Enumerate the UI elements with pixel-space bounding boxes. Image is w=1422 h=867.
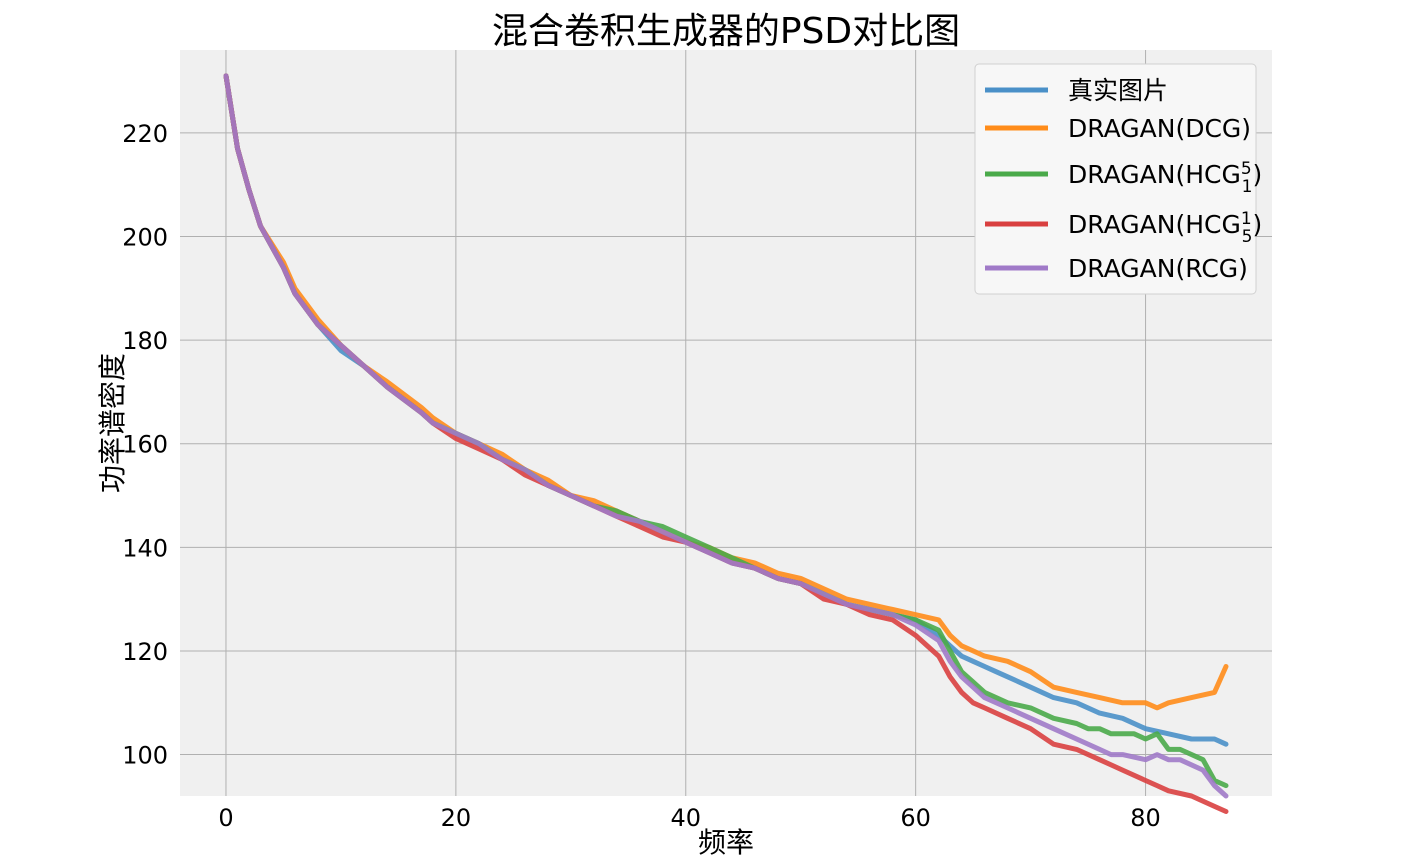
series-line-4	[223, 73, 1229, 799]
y-tick-label: 140	[122, 534, 168, 562]
legend-label-real: 真实图片	[1068, 76, 1168, 105]
series-layer	[223, 73, 1229, 814]
x-tick-label: 80	[1130, 804, 1161, 832]
y-tick-label: 120	[122, 638, 168, 666]
y-tick-label: 200	[122, 224, 168, 252]
x-tick-label: 60	[900, 804, 931, 832]
y-tick-label: 160	[122, 431, 168, 459]
x-tick-label: 20	[441, 804, 472, 832]
legend-label-dcg: DRAGAN(DCG)	[1068, 114, 1251, 143]
legend: 真实图片 DRAGAN(DCG) DRAGAN(HCG5 1) DRAGAN(HC…	[974, 63, 1262, 295]
legend-box	[974, 63, 1257, 295]
y-axis-label: 功率谱密度	[96, 353, 129, 493]
legend-label-rcg: DRAGAN(RCG)	[1068, 254, 1248, 283]
y-tick-label: 220	[122, 120, 168, 148]
x-axis-label: 频率	[698, 826, 754, 859]
y-tick-label: 180	[122, 327, 168, 355]
chart-title: 混合卷积生成器的PSD对比图	[492, 11, 960, 52]
x-tick-label: 40	[670, 804, 701, 832]
tick-labels: 0 20 40 60 80 100 120 140 160 180 200 220	[122, 120, 1161, 832]
y-tick-label: 100	[122, 742, 168, 770]
x-tick-label: 0	[218, 804, 233, 832]
